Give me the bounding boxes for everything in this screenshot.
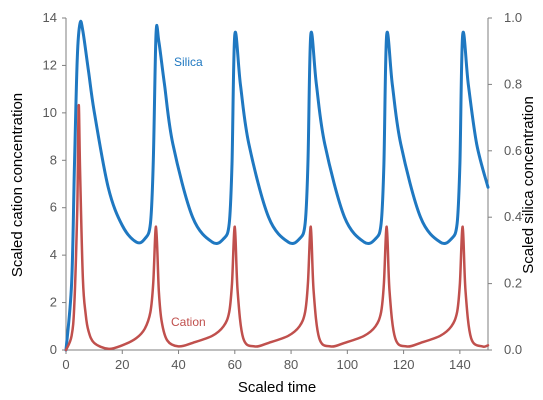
left-tick-label: 0	[50, 342, 57, 357]
x-tick-label: 80	[284, 357, 298, 372]
left-y-axis: 0 2 4 6 8 10 12 14	[43, 10, 66, 357]
left-tick-label: 12	[43, 57, 57, 72]
series-layer	[64, 19, 490, 352]
left-tick-label: 2	[50, 295, 57, 310]
silica-series-line	[64, 19, 490, 352]
left-tick-label: 10	[43, 105, 57, 120]
right-tick-label: 0.6	[504, 143, 522, 158]
right-tick-label: 0.8	[504, 76, 522, 91]
left-tick-label: 14	[43, 10, 57, 25]
x-tick-label: 0	[62, 357, 69, 372]
right-tick-label: 0.0	[504, 342, 522, 357]
right-y-axis-title: Scaled silica concentration	[520, 96, 537, 274]
x-tick-label: 40	[171, 357, 185, 372]
cation-series-line	[64, 104, 490, 352]
x-tick-label: 140	[449, 357, 471, 372]
right-y-axis: 0.0 0.2 0.4 0.6 0.8 1.0	[488, 10, 522, 357]
left-y-axis-title: Scaled cation concentration	[9, 93, 26, 277]
x-tick-label: 120	[393, 357, 415, 372]
right-tick-label: 1.0	[504, 10, 522, 25]
left-tick-label: 4	[50, 247, 57, 262]
cation-series-label: Cation	[171, 315, 206, 329]
right-tick-label: 0.2	[504, 276, 522, 291]
x-tick-label: 60	[228, 357, 242, 372]
plot-frame	[65, 18, 489, 351]
x-axis-title: Scaled time	[238, 379, 316, 396]
left-tick-label: 6	[50, 200, 57, 215]
x-tick-label: 100	[336, 357, 358, 372]
right-tick-label: 0.4	[504, 209, 522, 224]
x-axis: 0 20 40 60 80 100 120 140	[62, 350, 471, 372]
left-tick-label: 8	[50, 152, 57, 167]
x-tick-label: 20	[115, 357, 129, 372]
silica-series-label: Silica	[174, 55, 203, 69]
